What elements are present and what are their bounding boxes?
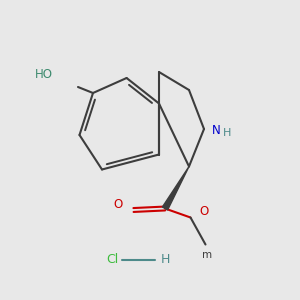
Text: N: N xyxy=(212,124,220,137)
Text: m: m xyxy=(202,250,212,260)
Polygon shape xyxy=(162,167,189,210)
Text: H: H xyxy=(160,253,170,266)
Text: Cl: Cl xyxy=(106,253,118,266)
Text: HO: HO xyxy=(34,68,52,82)
Text: O: O xyxy=(114,197,123,211)
Text: O: O xyxy=(200,205,209,218)
Text: H: H xyxy=(223,128,231,138)
